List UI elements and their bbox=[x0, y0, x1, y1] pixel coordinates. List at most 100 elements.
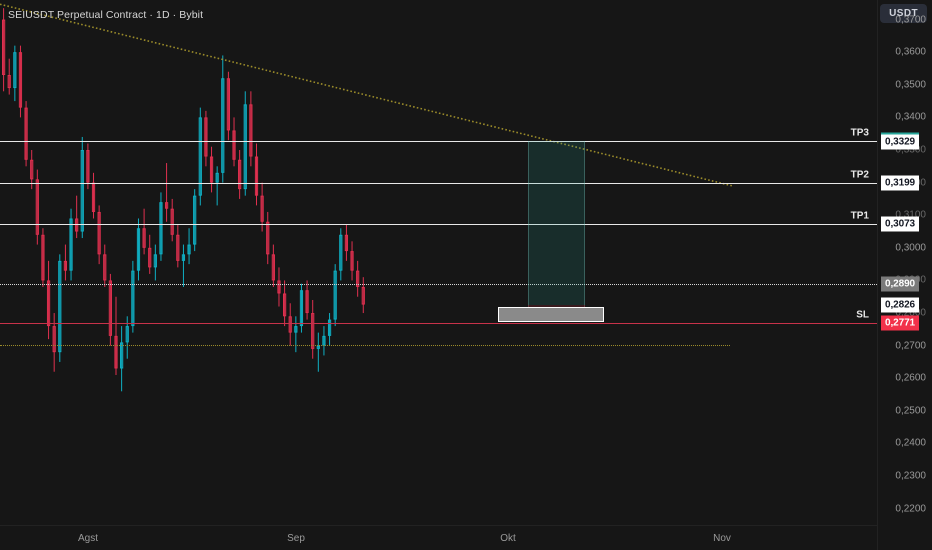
candle bbox=[170, 198, 174, 242]
candle bbox=[327, 313, 332, 346]
level-line-price[interactable] bbox=[0, 283, 877, 285]
candle bbox=[24, 101, 28, 167]
chart-title: SEIUSDT Perpetual Contract · 1D · Bybit bbox=[8, 9, 204, 21]
candle bbox=[159, 192, 163, 261]
candle bbox=[221, 55, 225, 183]
level-line-tp3[interactable] bbox=[0, 140, 877, 142]
candle bbox=[153, 244, 157, 281]
price-badge-tp3[interactable]: 0,3329 bbox=[881, 132, 919, 150]
candle bbox=[164, 163, 169, 222]
candle bbox=[176, 225, 180, 268]
candle bbox=[7, 58, 11, 95]
currency-badge[interactable]: USDT bbox=[880, 4, 927, 23]
candle bbox=[226, 71, 231, 141]
price-tick: 0,3400 bbox=[895, 111, 926, 123]
candlestick-series bbox=[2, 8, 365, 392]
candle bbox=[356, 260, 360, 297]
price-badge-sl[interactable]: 0,2771 bbox=[881, 315, 919, 330]
price-tick-occluded: 0,3100 bbox=[895, 209, 926, 221]
level-label-tp3: TP3 bbox=[850, 127, 869, 139]
price-badge-tp2[interactable]: 0,3199 bbox=[881, 175, 919, 191]
candle bbox=[316, 332, 320, 372]
level-line-sl[interactable] bbox=[0, 322, 877, 324]
entry-price-box[interactable] bbox=[498, 306, 604, 322]
candle bbox=[305, 280, 309, 320]
candle bbox=[254, 143, 259, 206]
level-label-tp2: TP2 bbox=[850, 169, 869, 181]
level-line-tp2[interactable] bbox=[0, 182, 877, 184]
candle bbox=[288, 303, 292, 346]
candle bbox=[103, 244, 107, 287]
candle bbox=[266, 211, 270, 265]
price-tick: 0,3700 bbox=[895, 14, 926, 26]
candle bbox=[238, 150, 242, 199]
candle bbox=[283, 280, 287, 327]
candle bbox=[46, 260, 51, 340]
candle bbox=[243, 91, 247, 196]
candle bbox=[198, 107, 202, 206]
price-tick: 0,3500 bbox=[895, 79, 926, 91]
candle bbox=[131, 260, 135, 333]
price-badge-current[interactable]: 0,2890 bbox=[881, 276, 919, 292]
candle bbox=[215, 166, 219, 206]
price-tick: 0,2500 bbox=[895, 405, 926, 417]
candle bbox=[91, 172, 96, 219]
time-tick: Okt bbox=[500, 533, 516, 544]
price-tick: 0,3000 bbox=[895, 242, 926, 254]
price-tick: 0,2300 bbox=[895, 470, 926, 482]
candle bbox=[294, 316, 298, 353]
candle bbox=[35, 169, 39, 245]
candle bbox=[271, 244, 275, 287]
candle bbox=[299, 283, 304, 333]
candle bbox=[339, 228, 343, 281]
candle bbox=[136, 218, 141, 281]
candle bbox=[361, 277, 365, 314]
candle bbox=[58, 254, 62, 362]
candle bbox=[260, 182, 264, 232]
candle bbox=[193, 189, 197, 252]
time-tick: Sep bbox=[287, 533, 305, 544]
candle bbox=[80, 136, 84, 239]
candle bbox=[249, 91, 253, 167]
candle bbox=[333, 264, 337, 327]
price-badge-last[interactable]: 0,2826 bbox=[881, 297, 919, 313]
price-pane[interactable]: TP3 TP2 TP1 SL bbox=[0, 0, 877, 525]
candle bbox=[114, 296, 118, 375]
price-tick: 0,2600 bbox=[895, 372, 926, 384]
candle bbox=[108, 273, 112, 346]
candle bbox=[97, 205, 101, 265]
profit-zone[interactable] bbox=[528, 140, 585, 305]
candle bbox=[311, 300, 315, 359]
candle bbox=[63, 244, 68, 281]
level-line-price[interactable] bbox=[0, 344, 730, 346]
level-label-tp1: TP1 bbox=[850, 210, 869, 222]
candle bbox=[277, 267, 281, 307]
price-tick: 0,3600 bbox=[895, 46, 926, 58]
candle bbox=[2, 8, 6, 92]
level-line-tp1[interactable] bbox=[0, 224, 877, 226]
candle bbox=[232, 117, 236, 167]
candle bbox=[69, 208, 73, 281]
candle bbox=[18, 45, 23, 118]
candle bbox=[204, 110, 208, 167]
candle bbox=[181, 244, 186, 287]
candle bbox=[187, 228, 191, 265]
price-tick: 0,2200 bbox=[895, 503, 926, 515]
candle bbox=[322, 326, 326, 356]
candle bbox=[41, 228, 45, 287]
price-tick-occluded: 0,2800 bbox=[895, 307, 926, 319]
price-tick: 0,2400 bbox=[895, 437, 926, 449]
candle bbox=[75, 195, 79, 239]
candle bbox=[148, 234, 152, 274]
candle bbox=[120, 326, 124, 392]
price-tick: 0,2700 bbox=[895, 340, 926, 352]
candle bbox=[142, 208, 146, 255]
time-axis[interactable]: Agst Sep Okt Nov bbox=[0, 525, 877, 550]
time-tick: Agst bbox=[77, 533, 99, 544]
candle bbox=[344, 225, 349, 261]
candle bbox=[13, 45, 17, 102]
price-axis[interactable]: USDT 0,3700 0,3600 0,3500 0,3400 0,3000 0,270… bbox=[877, 0, 932, 550]
price-tick-occluded: 0,3300 bbox=[895, 144, 926, 156]
price-badge-tp1[interactable]: 0,3073 bbox=[881, 216, 919, 232]
